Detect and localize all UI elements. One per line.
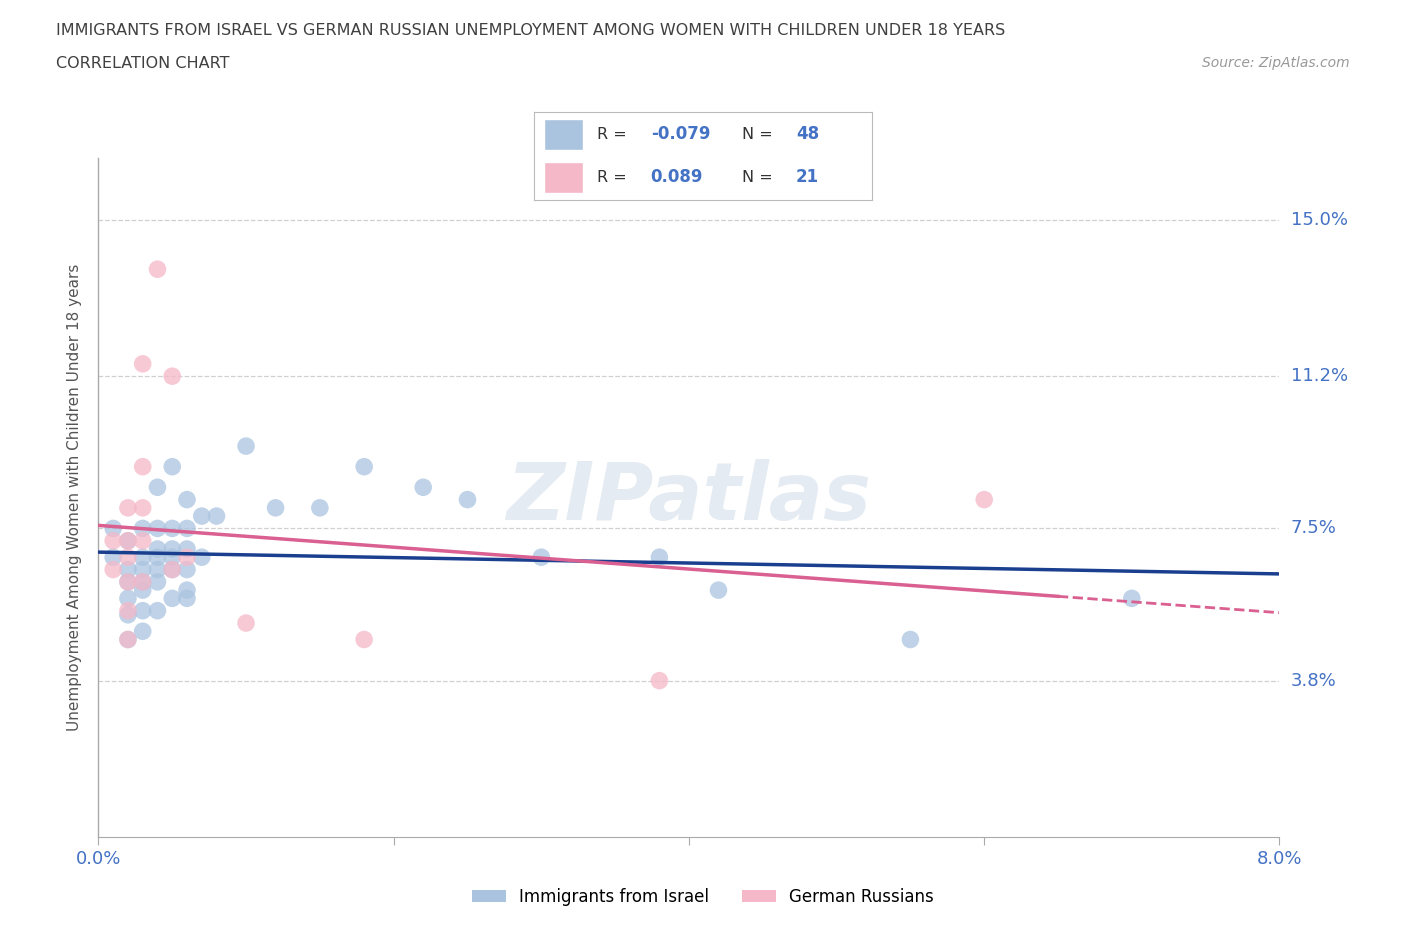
Text: 11.2%: 11.2% — [1291, 367, 1348, 385]
Text: ZIPatlas: ZIPatlas — [506, 458, 872, 537]
Point — [117, 575, 139, 590]
Point — [353, 632, 375, 647]
Point — [176, 492, 198, 507]
Point — [132, 533, 155, 548]
Point — [132, 521, 155, 536]
Point — [146, 575, 169, 590]
Point — [162, 562, 183, 577]
Text: 15.0%: 15.0% — [1291, 211, 1347, 229]
Point — [132, 550, 155, 565]
Point — [176, 521, 198, 536]
Point — [117, 604, 139, 618]
Point — [648, 550, 671, 565]
Point — [146, 541, 169, 556]
Point — [103, 521, 124, 536]
Point — [176, 583, 198, 598]
Point — [146, 562, 169, 577]
Text: N =: N = — [742, 170, 772, 185]
Point — [132, 604, 155, 618]
Point — [176, 550, 198, 565]
Point — [191, 550, 214, 565]
Point — [117, 632, 139, 647]
Point — [973, 492, 995, 507]
Point — [456, 492, 478, 507]
Point — [162, 591, 183, 605]
Point — [132, 575, 155, 590]
Point — [162, 521, 183, 536]
Text: Source: ZipAtlas.com: Source: ZipAtlas.com — [1202, 56, 1350, 70]
Point — [191, 509, 214, 524]
Point — [132, 459, 155, 474]
Point — [117, 591, 139, 605]
Point — [132, 575, 155, 590]
Point — [176, 541, 198, 556]
Point — [103, 562, 124, 577]
Text: R =: R = — [596, 170, 627, 185]
Point — [162, 541, 183, 556]
Text: -0.079: -0.079 — [651, 126, 710, 143]
Point — [132, 624, 155, 639]
Legend: Immigrants from Israel, German Russians: Immigrants from Israel, German Russians — [465, 881, 941, 912]
Point — [648, 673, 671, 688]
Point — [235, 439, 257, 454]
Point — [117, 533, 139, 548]
Point — [146, 261, 169, 276]
Point — [117, 500, 139, 515]
FancyBboxPatch shape — [544, 162, 583, 193]
Text: 0.089: 0.089 — [651, 168, 703, 186]
Point — [132, 583, 155, 598]
Text: 3.8%: 3.8% — [1291, 671, 1336, 690]
Text: 21: 21 — [796, 168, 818, 186]
Point — [146, 604, 169, 618]
Text: N =: N = — [742, 126, 772, 141]
Point — [146, 521, 169, 536]
Point — [412, 480, 434, 495]
Point — [117, 533, 139, 548]
Point — [132, 356, 155, 371]
Point — [146, 480, 169, 495]
Point — [103, 533, 124, 548]
Point — [117, 550, 139, 565]
FancyBboxPatch shape — [544, 119, 583, 150]
Point — [176, 562, 198, 577]
Point — [1121, 591, 1143, 605]
Text: CORRELATION CHART: CORRELATION CHART — [56, 56, 229, 71]
Point — [264, 500, 287, 515]
Point — [707, 583, 730, 598]
Text: R =: R = — [596, 126, 627, 141]
Point — [117, 562, 139, 577]
Point — [162, 368, 183, 383]
Point — [117, 632, 139, 647]
Point — [308, 500, 332, 515]
Text: IMMIGRANTS FROM ISRAEL VS GERMAN RUSSIAN UNEMPLOYMENT AMONG WOMEN WITH CHILDREN : IMMIGRANTS FROM ISRAEL VS GERMAN RUSSIAN… — [56, 23, 1005, 38]
Text: 48: 48 — [796, 126, 818, 143]
Point — [176, 591, 198, 605]
Point — [235, 616, 257, 631]
Point — [162, 550, 183, 565]
Point — [162, 562, 183, 577]
Y-axis label: Unemployment Among Women with Children Under 18 years: Unemployment Among Women with Children U… — [67, 264, 83, 731]
Point — [530, 550, 553, 565]
Point — [898, 632, 921, 647]
Point — [353, 459, 375, 474]
Text: 7.5%: 7.5% — [1291, 520, 1337, 538]
Point — [103, 550, 124, 565]
Point — [132, 562, 155, 577]
Point — [162, 459, 183, 474]
Point — [132, 500, 155, 515]
Point — [205, 509, 228, 524]
Point — [117, 607, 139, 622]
Point — [117, 575, 139, 590]
Point — [146, 550, 169, 565]
